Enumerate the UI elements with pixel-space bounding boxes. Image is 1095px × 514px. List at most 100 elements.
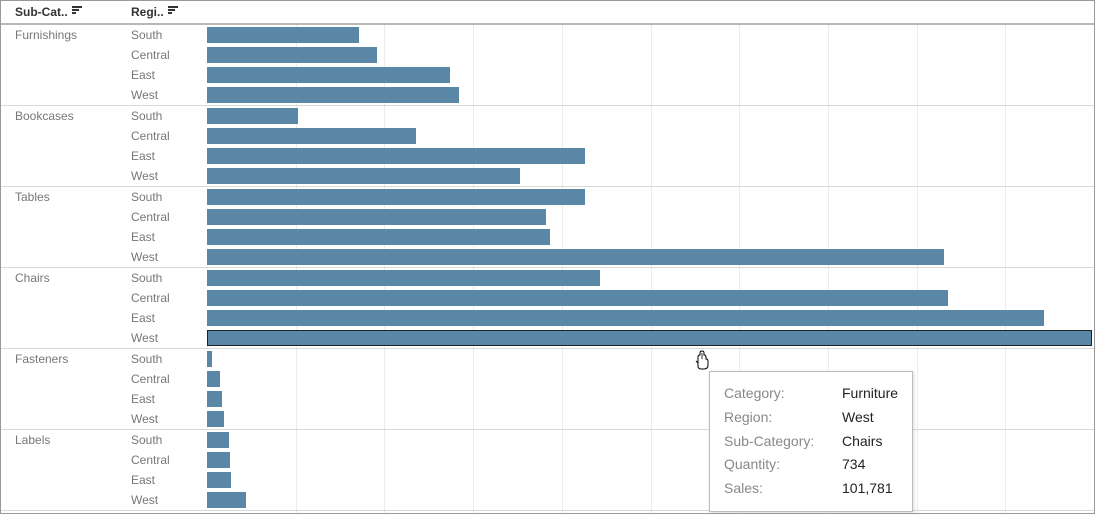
bar[interactable] [207,249,944,265]
tooltip-label: Quantity: [724,453,842,477]
bar[interactable] [207,209,546,225]
group: LabelsSouth Central East West [1,430,1094,511]
data-row: Central [1,126,1094,146]
region-label: Central [131,453,207,467]
group: FurnishingsSouth Central East West [1,25,1094,106]
region-label: West [131,493,207,507]
bar[interactable] [207,290,948,306]
bar[interactable] [207,47,377,63]
bar[interactable] [207,472,231,488]
header-subcategory-label: Sub-Cat.. [15,5,68,19]
bar-cell [207,25,1094,45]
bar-cell [207,247,1094,267]
header-subcategory[interactable]: Sub-Cat.. [1,5,131,19]
tooltip-row: Quantity:734 [724,453,898,477]
region-label: West [131,169,207,183]
region-label: West [131,88,207,102]
bar[interactable] [207,67,450,83]
bar[interactable] [207,148,585,164]
bar-cell [207,166,1094,186]
header-region[interactable]: Regi.. [131,5,207,19]
header-region-label: Regi.. [131,5,164,19]
region-label: South [131,271,207,285]
bar-cell [207,65,1094,85]
subcategory-label: Chairs [1,271,131,285]
bar[interactable] [207,411,224,427]
sort-icon[interactable] [72,5,84,19]
bar-cell [207,268,1094,288]
bar[interactable] [207,452,230,468]
bar-cell [207,349,1094,369]
bar[interactable] [207,168,520,184]
tooltip-label: Sub-Category: [724,430,842,454]
region-label: East [131,149,207,163]
bar[interactable] [207,310,1044,326]
data-row: Central [1,369,1094,389]
bar[interactable] [207,108,298,124]
bar-cell [207,409,1094,429]
sort-icon[interactable] [168,5,180,19]
region-label: Central [131,129,207,143]
data-row: Central [1,45,1094,65]
bar[interactable] [207,27,359,43]
data-row: Central [1,450,1094,470]
bar[interactable] [207,229,550,245]
bar-cell [207,85,1094,105]
tooltip-value: 101,781 [842,477,893,501]
bar[interactable] [207,391,222,407]
tooltip-row: Region:West [724,406,898,430]
tooltip-label: Sales: [724,477,842,501]
bar[interactable] [207,270,600,286]
region-label: South [131,352,207,366]
region-label: Central [131,291,207,305]
subcategory-label: Tables [1,190,131,204]
region-label: South [131,190,207,204]
bar-cell [207,328,1094,348]
region-label: South [131,28,207,42]
region-label: East [131,230,207,244]
bar[interactable] [207,371,220,387]
group: BookcasesSouth Central East West [1,106,1094,187]
tooltip-value: 734 [842,453,865,477]
tooltip-label: Region: [724,406,842,430]
data-row: West [1,166,1094,186]
region-label: Central [131,372,207,386]
data-row: East [1,65,1094,85]
bar-cell [207,430,1094,450]
bar[interactable] [207,492,246,508]
data-row: LabelsSouth [1,430,1094,450]
data-row: East [1,470,1094,490]
region-label: West [131,331,207,345]
bar-cell [207,450,1094,470]
tooltip: Category:FurnitureRegion:WestSub-Categor… [709,371,913,512]
bar[interactable] [207,128,416,144]
bar[interactable] [207,330,1092,346]
subcategory-label: Furnishings [1,28,131,42]
data-row: West [1,409,1094,429]
bar-cell [207,106,1094,126]
data-row: East [1,308,1094,328]
tooltip-label: Category: [724,382,842,406]
bar[interactable] [207,351,212,367]
region-label: East [131,473,207,487]
tooltip-value: West [842,406,874,430]
data-row: ChairsSouth [1,268,1094,288]
region-label: Central [131,48,207,62]
bar-cell [207,45,1094,65]
bar[interactable] [207,432,229,448]
bar[interactable] [207,189,585,205]
subcategory-label: Bookcases [1,109,131,123]
subcategory-label: Labels [1,433,131,447]
bar-cell [207,227,1094,247]
region-label: West [131,250,207,264]
tooltip-value: Chairs [842,430,882,454]
region-label: Central [131,210,207,224]
bar[interactable] [207,87,459,103]
bar-cell [207,146,1094,166]
bar-cell [207,490,1094,510]
bar-cell [207,288,1094,308]
data-row: West [1,490,1094,510]
chart-body: FurnishingsSouthCentralEastWestBookcases… [1,25,1094,511]
data-row: BookcasesSouth [1,106,1094,126]
tooltip-row: Sales:101,781 [724,477,898,501]
